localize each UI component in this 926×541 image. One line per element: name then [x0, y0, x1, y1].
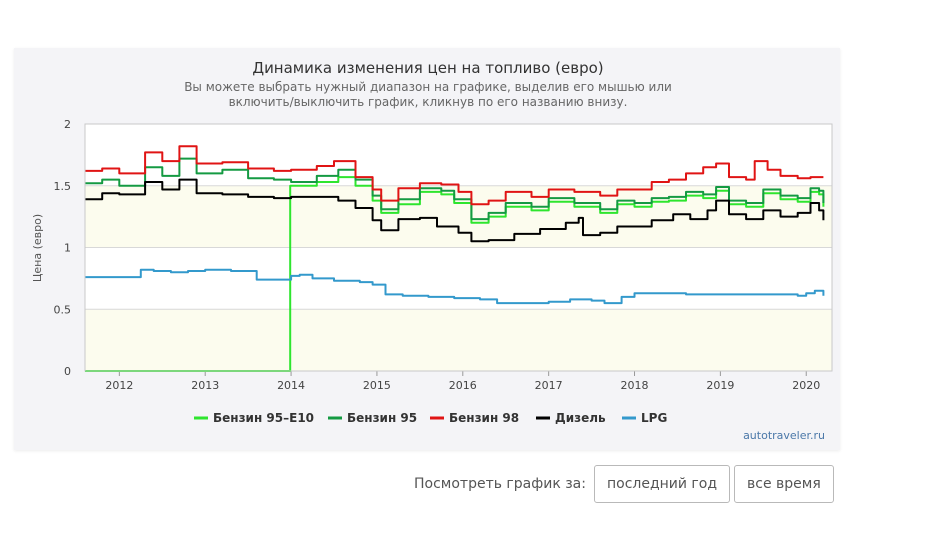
- y-axis-title: Цена (евро): [31, 214, 44, 282]
- legend-label: Бензин 95: [347, 411, 417, 425]
- x-tick-label: 2020: [792, 379, 820, 392]
- x-tick-label: 2018: [621, 379, 649, 392]
- y-tick-label: 0: [64, 365, 71, 378]
- range-label: Посмотреть график за:: [414, 476, 586, 492]
- y-tick-label: 2: [64, 118, 71, 131]
- chart-title: Динамика изменения цен на топливо (евро): [252, 59, 603, 77]
- x-tick-label: 2015: [363, 379, 391, 392]
- x-tick-label: 2017: [535, 379, 563, 392]
- y-tick-label: 0.5: [54, 303, 72, 316]
- legend-item-0[interactable]: Бензин 95–E10: [194, 411, 314, 425]
- chart-subtitle-line-2: включить/выключить график, кликнув по ег…: [229, 95, 628, 109]
- legend-label: LPG: [641, 411, 667, 425]
- chart-subtitle-line-1: Вы можете выбрать нужный диапазон на гра…: [184, 80, 672, 94]
- legend-item-1[interactable]: Бензин 95: [328, 411, 417, 425]
- last-year-button[interactable]: последний год: [593, 465, 731, 503]
- fuel-price-chart[interactable]: Динамика изменения цен на топливо (евро)…: [14, 48, 840, 450]
- legend-label: Дизель: [555, 411, 606, 425]
- plot-area[interactable]: 0 0.5 1 1.5 2 2012 2013 2014 2015 2016 2017 2018 201…: [54, 118, 833, 392]
- legend-label: Бензин 98: [449, 411, 519, 425]
- credit-link[interactable]: autotraveler.ru: [743, 429, 825, 442]
- x-tick-label: 2012: [105, 379, 133, 392]
- range-controls: Посмотреть график за: последний год все …: [414, 464, 834, 504]
- chart-card: Динамика изменения цен на топливо (евро)…: [14, 48, 840, 450]
- series-line-4[interactable]: [85, 268, 825, 305]
- series-line-2[interactable]: [85, 145, 824, 206]
- y-tick-label: 1: [64, 242, 71, 255]
- y-tick-label: 1.5: [54, 180, 72, 193]
- x-tick-label: 2019: [706, 379, 734, 392]
- legend-item-2[interactable]: Бензин 98: [430, 411, 519, 425]
- plot-band: [85, 124, 832, 186]
- chart-legend: Бензин 95–E10 Бензин 95 Бензин 98 Дизель LPG: [194, 411, 667, 425]
- all-time-button[interactable]: все время: [734, 465, 834, 503]
- plot-band: [85, 247, 832, 310]
- legend-item-3[interactable]: Дизель: [536, 411, 606, 425]
- x-tick-label: 2014: [277, 379, 305, 392]
- series-line-3[interactable]: [85, 178, 825, 243]
- legend-item-4[interactable]: LPG: [622, 411, 667, 425]
- series-line-1[interactable]: [85, 157, 825, 221]
- legend-label: Бензин 95–E10: [213, 411, 314, 425]
- x-tick-label: 2013: [191, 379, 219, 392]
- x-tick-label: 2016: [449, 379, 477, 392]
- plot-border: [84, 123, 833, 372]
